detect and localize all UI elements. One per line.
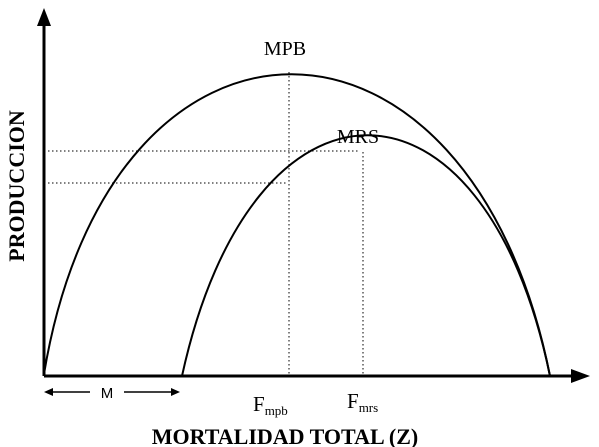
m-range-label: M	[101, 385, 114, 402]
f-mpb-marker: Fmpb	[253, 392, 288, 418]
f-mpb-subscript: mpb	[265, 403, 288, 418]
f-mrs-base: F	[347, 389, 359, 413]
mpb-curve-label: MPB	[264, 38, 306, 60]
mrs-curve-label: MRS	[337, 126, 379, 148]
m-range-indicator: M	[44, 385, 180, 402]
mrs-curve	[181, 134, 551, 377]
f-mpb-base: F	[253, 392, 265, 416]
f-mrs-subscript: mrs	[359, 400, 379, 415]
x-axis-arrowhead	[571, 369, 590, 383]
y-axis-arrowhead	[37, 8, 51, 26]
x-axis-title: MORTALIDAD TOTAL (Z)	[152, 424, 419, 447]
mpb-curve	[43, 73, 551, 377]
f-mrs-marker: Fmrs	[347, 389, 378, 415]
y-axis-title: PRODUCCION	[4, 110, 29, 262]
